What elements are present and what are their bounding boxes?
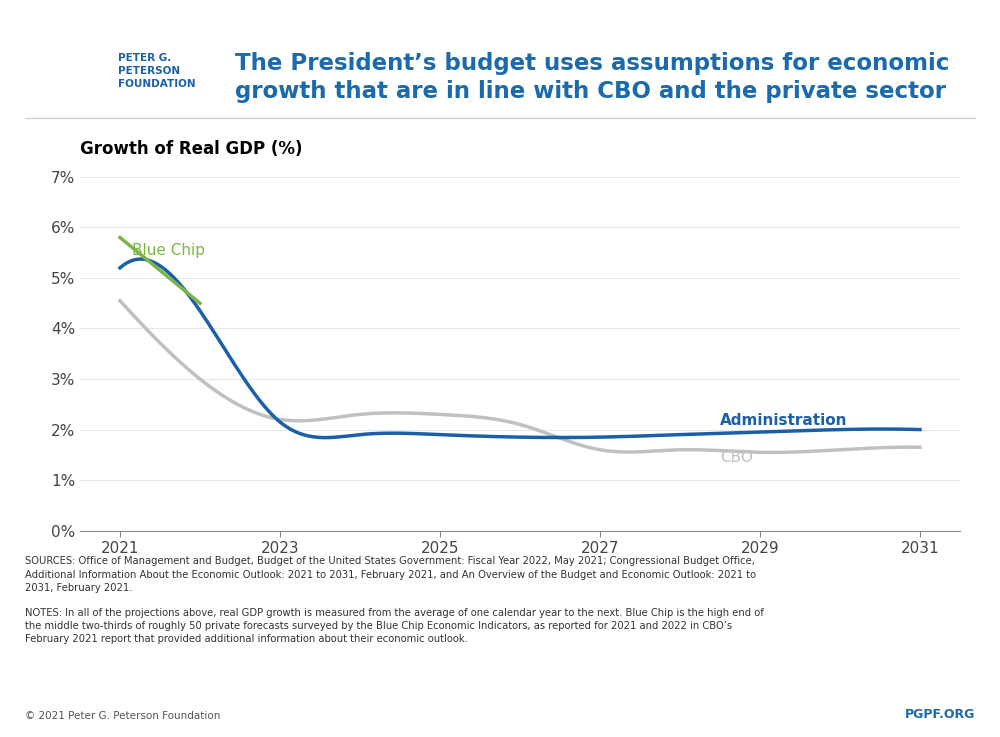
Text: CBO: CBO: [720, 450, 753, 465]
Text: ≋: ≋: [53, 46, 78, 75]
Text: Blue Chip: Blue Chip: [132, 242, 205, 258]
Text: The President’s budget uses assumptions for economic
growth that are in line wit: The President’s budget uses assumptions …: [235, 52, 949, 103]
Text: Administration: Administration: [720, 413, 848, 428]
Text: NOTES: In all of the projections above, real GDP growth is measured from the ave: NOTES: In all of the projections above, …: [25, 608, 764, 644]
Text: © 2021 Peter G. Peterson Foundation: © 2021 Peter G. Peterson Foundation: [25, 710, 220, 721]
Text: PGPF.ORG: PGPF.ORG: [905, 708, 975, 721]
Text: PETER G.
PETERSON
FOUNDATION: PETER G. PETERSON FOUNDATION: [118, 53, 196, 89]
Text: SOURCES: Office of Management and Budget, Budget of the United States Government: SOURCES: Office of Management and Budget…: [25, 556, 756, 593]
Text: Growth of Real GDP (%): Growth of Real GDP (%): [80, 141, 302, 158]
